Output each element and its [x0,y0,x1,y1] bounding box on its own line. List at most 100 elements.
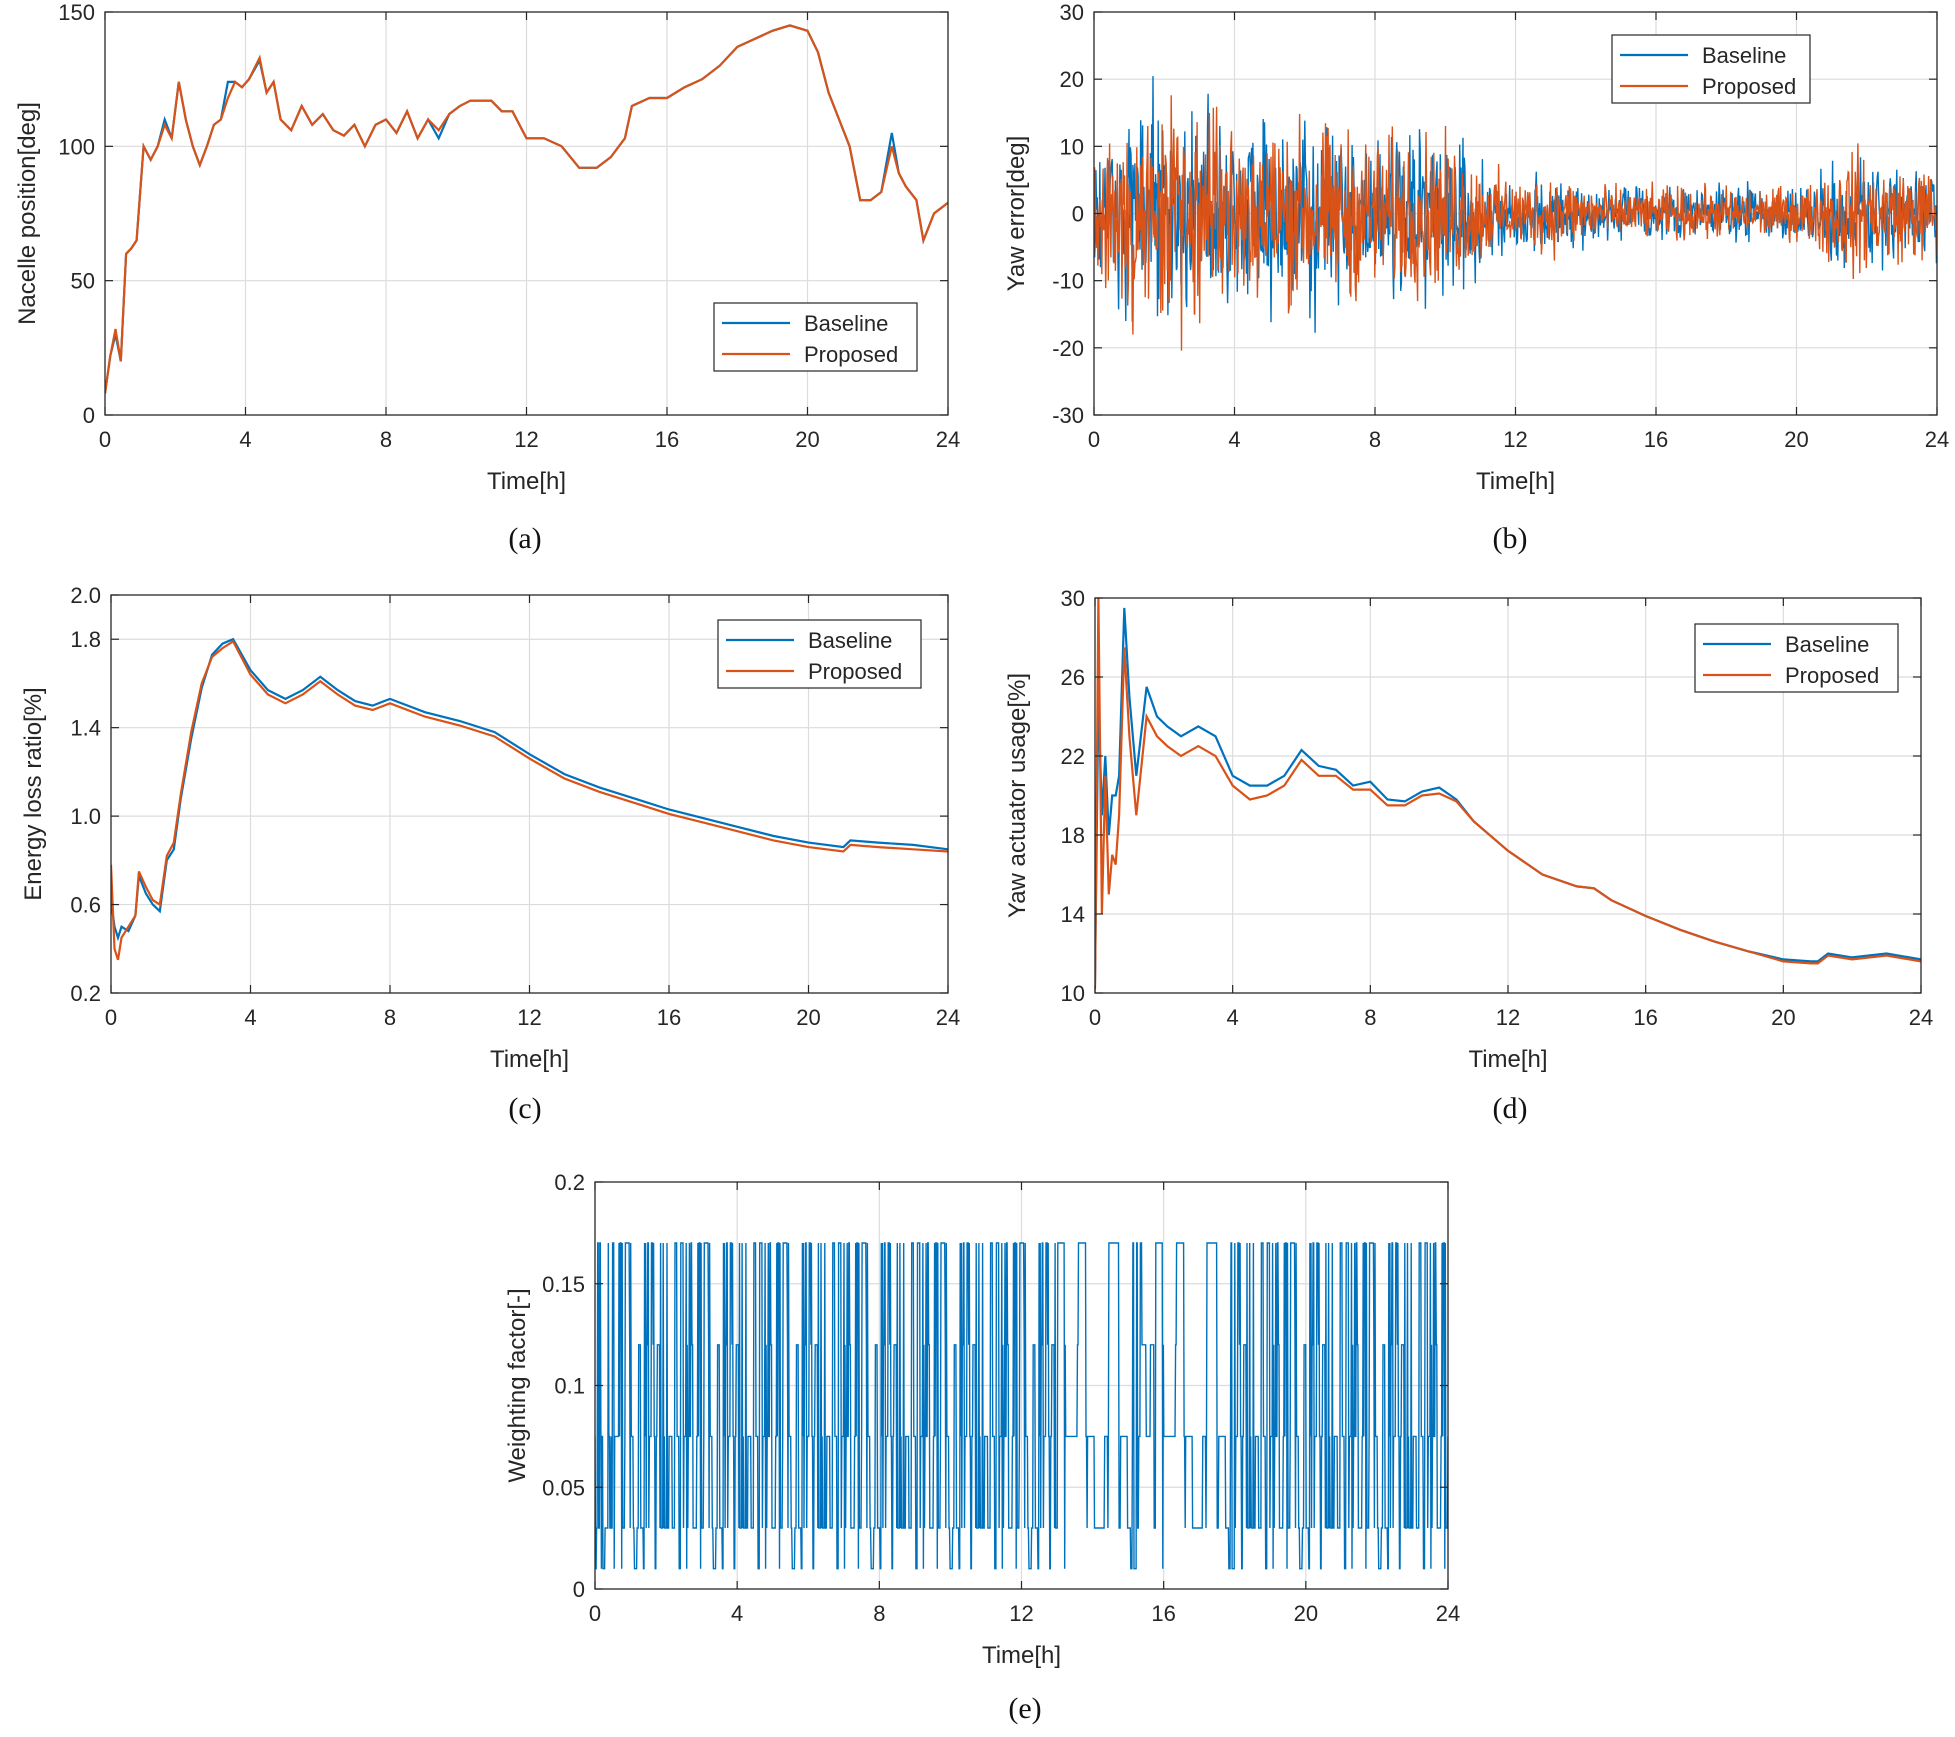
x-tick-label: 24 [1909,1005,1933,1030]
y-tick-label: 0.2 [70,981,101,1006]
x-axis-label: Time[h] [1476,468,1555,495]
y-tick-label: 0.1 [554,1374,585,1399]
y-tick-label: 0.2 [554,1170,585,1195]
series-line-0 [111,637,948,942]
legend-entry: Baseline [1785,632,1869,657]
legend-entry: Baseline [804,311,888,336]
y-tick-label: 1.8 [70,627,101,652]
legend-entry: Proposed [808,659,902,684]
x-tick-label: 8 [1364,1005,1376,1030]
x-tick-label: 4 [239,427,251,452]
chart-panel-1: 0 4 8 12 16 20 24 -30 -20 -10 0 10 20 30 Time[h] Yaw er… [1003,0,1949,555]
legend: Baseline Proposed [717,619,922,689]
x-axis-label: Time[h] [1468,1046,1547,1073]
chart-panel-2: 0 4 8 12 16 20 24 0.2 0.6 1.0 1.4 1.8 2.0 Time[h] Ener… [20,583,960,1125]
y-tick-label: 30 [1061,586,1085,611]
legend-entry: Proposed [1785,663,1879,688]
legend: Baseline Proposed [1694,623,1899,693]
legend-entry: Baseline [808,628,892,653]
y-tick-label: 1.0 [70,804,101,829]
x-tick-label: 8 [1369,427,1381,452]
y-tick-label: -20 [1052,336,1084,361]
y-axis-label: Energy loss ratio[%] [20,687,47,900]
y-tick-label: 2.0 [70,583,101,608]
y-tick-label: 18 [1061,823,1085,848]
x-tick-label: 0 [99,427,111,452]
x-tick-label: 0 [105,1005,117,1030]
legend-box [1611,34,1811,104]
x-tick-label: 12 [1496,1005,1520,1030]
x-tick-label: 0 [589,1601,601,1626]
y-tick-label: -30 [1052,403,1084,428]
y-axis-label: Yaw error[deg] [1003,136,1030,292]
legend-entry: Baseline [1702,43,1786,68]
x-tick-label: 24 [936,427,960,452]
x-tick-label: 20 [1294,1601,1318,1626]
x-tick-label: 20 [795,427,819,452]
y-tick-label: 30 [1060,0,1084,25]
legend-box [713,302,918,372]
y-tick-label: 10 [1060,134,1084,159]
x-tick-label: 4 [731,1601,743,1626]
y-axis-label: Nacelle position[deg] [14,102,41,325]
legend-box [1694,623,1899,693]
y-tick-label: 0 [83,403,95,428]
x-tick-label: 16 [657,1005,681,1030]
chart-panel-4: 0 4 8 12 16 20 24 0 0.05 0.1 0.15 0.2 Time[h] Weighti… [504,1170,1460,1725]
x-tick-label: 8 [873,1601,885,1626]
legend-box [717,619,922,689]
panel-caption: (c) [508,1092,541,1125]
x-tick-label: 4 [1227,1005,1239,1030]
x-tick-label: 24 [936,1005,960,1030]
series-line-1 [105,24,948,394]
x-tick-label: 24 [1436,1601,1460,1626]
panel-caption: (a) [508,522,541,555]
x-axis-label: Time[h] [490,1046,569,1073]
x-tick-label: 12 [1503,427,1527,452]
y-tick-label: 0.6 [70,893,101,918]
series-line-1 [1094,95,1937,351]
x-axis-label: Time[h] [982,1642,1061,1669]
y-tick-label: 50 [71,269,95,294]
x-tick-label: 20 [1771,1005,1795,1030]
y-axis-label: Weighting factor[-] [504,1288,531,1482]
y-axis-label: Yaw actuator usage[%] [1004,673,1031,918]
y-tick-label: 26 [1061,665,1085,690]
x-tick-label: 4 [244,1005,256,1030]
series-line-1 [1095,598,1921,990]
chart-panel-3: 0 4 8 12 16 20 24 10 14 18 22 26 30 Time[h] Yaw actuat… [1004,586,1933,1125]
x-tick-label: 12 [517,1005,541,1030]
y-tick-label: 20 [1060,67,1084,92]
x-tick-label: 0 [1088,427,1100,452]
x-tick-label: 12 [1009,1601,1033,1626]
chart-panel-0: 0 4 8 12 16 20 24 0 50 100 150 Time[h] Nacelle posit… [14,0,960,555]
legend: Baseline Proposed [713,302,918,372]
series-line-0 [595,1242,1448,1570]
y-tick-label: 0.15 [542,1272,585,1297]
panel-caption: (d) [1493,1092,1528,1125]
x-axis-label: Time[h] [487,468,566,495]
x-tick-label: 24 [1925,427,1949,452]
x-tick-label: 16 [1644,427,1668,452]
legend-entry: Proposed [1702,74,1796,99]
x-tick-label: 20 [796,1005,820,1030]
x-tick-label: 4 [1228,427,1240,452]
x-tick-label: 8 [380,427,392,452]
x-tick-label: 16 [655,427,679,452]
panel-caption: (b) [1493,522,1528,555]
series-line-1 [111,639,948,961]
y-tick-label: 10 [1061,981,1085,1006]
x-tick-label: 8 [384,1005,396,1030]
x-tick-label: 20 [1784,427,1808,452]
y-tick-label: 14 [1061,902,1085,927]
x-tick-label: 16 [1633,1005,1657,1030]
y-tick-label: 1.4 [70,716,101,741]
y-tick-label: 0 [1072,202,1084,227]
y-tick-label: 0 [573,1577,585,1602]
y-tick-label: 0.05 [542,1475,585,1500]
y-tick-label: -10 [1052,269,1084,294]
y-tick-label: 22 [1061,744,1085,769]
y-tick-label: 150 [58,0,95,25]
legend-entry: Proposed [804,342,898,367]
